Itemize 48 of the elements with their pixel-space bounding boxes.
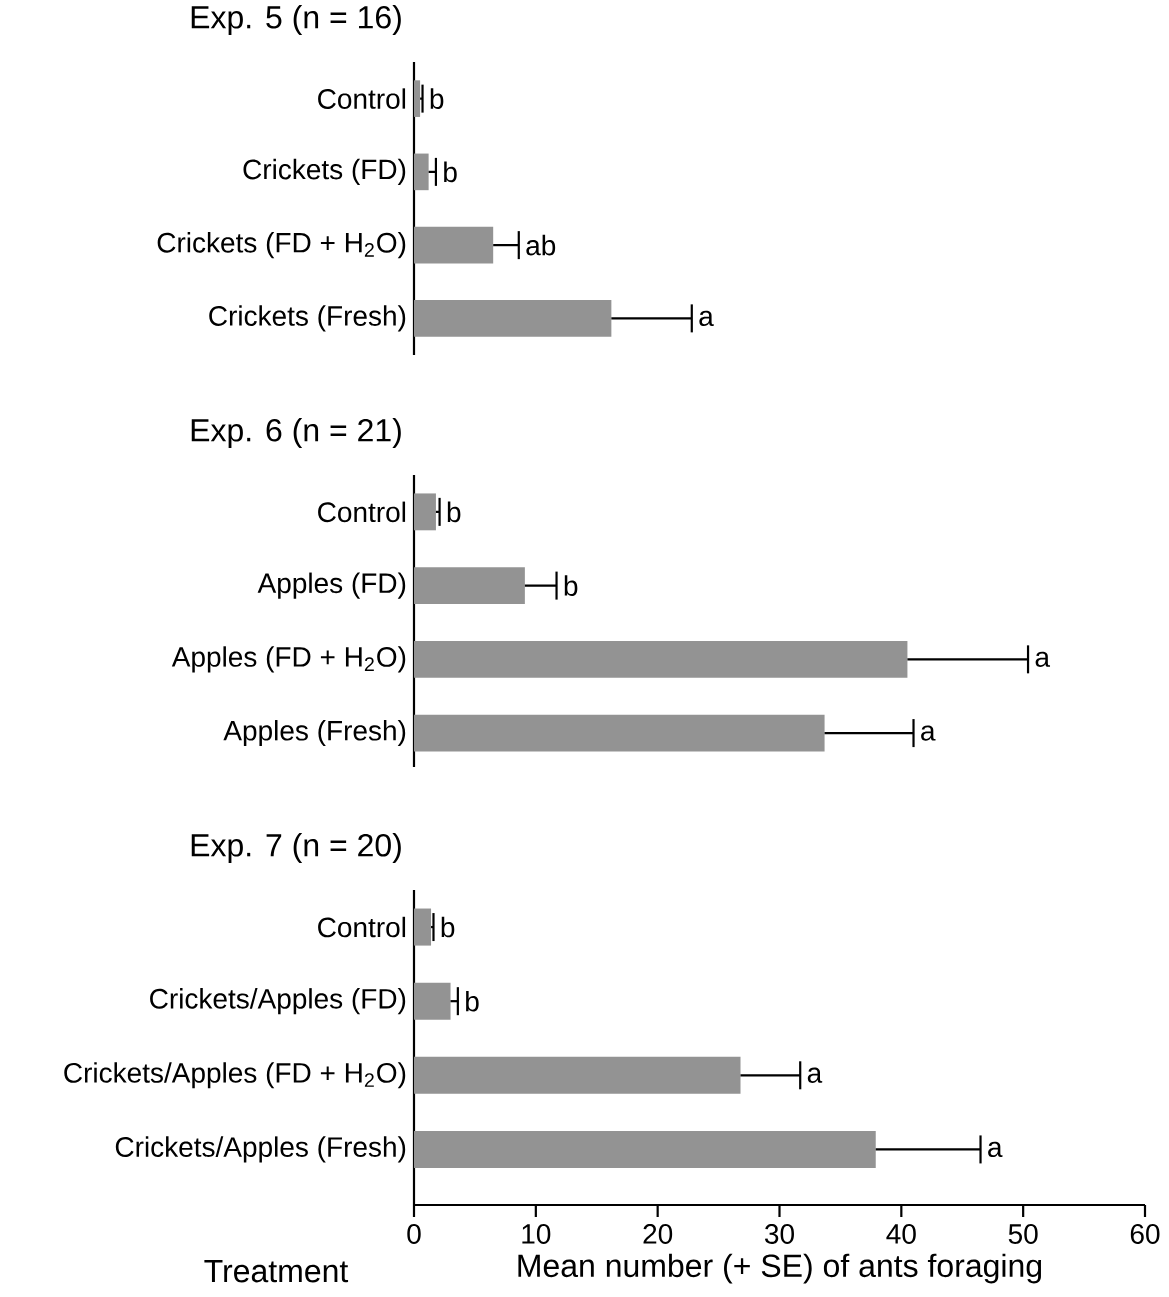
y-tick-label: Apples (FD + H$_{2}$O): [171, 646, 406, 673]
chart-title: Exp. 6 (n = 21): [191, 418, 401, 448]
bar: [414, 567, 525, 605]
y-tick-label: Crickets (FD + H$_{2}$O): [157, 232, 406, 259]
chart-title: Exp. 7 (n = 20): [191, 833, 401, 863]
x-axis-title: Mean number (+ SE) of ants foraging: [518, 1253, 1042, 1284]
y-tick-label: Crickets/Apples (FD + H$_{2}$O): [64, 1062, 406, 1089]
annotation: ab: [526, 234, 556, 256]
y-tick-label: Apples (FD): [257, 572, 406, 599]
annotation: a: [921, 725, 936, 741]
bar: [414, 982, 451, 1020]
y-tick-label: Control: [318, 501, 406, 523]
annotation: b: [564, 575, 578, 596]
y-tick-label: Crickets (Fresh): [209, 305, 406, 332]
chart-title: Exp. 5 (n = 16): [191, 5, 401, 35]
bar: [414, 300, 612, 337]
x-tick-label: 50: [1008, 1224, 1038, 1244]
annotation: a: [988, 1141, 1003, 1158]
annotation: b: [441, 916, 455, 938]
bar: [414, 1056, 741, 1094]
y-tick-label: Apples (Fresh): [223, 720, 406, 747]
bar: [414, 80, 421, 117]
x-tick-label: 30: [764, 1224, 794, 1244]
bar: [414, 1130, 876, 1168]
x-tick-label: 60: [1130, 1224, 1160, 1244]
annotation: b: [444, 161, 457, 183]
x-tick-label: 20: [643, 1224, 673, 1244]
annotation: b: [430, 88, 444, 109]
bar: [414, 640, 908, 678]
annotation: b: [447, 501, 461, 523]
y-tick-label: Control: [318, 916, 406, 938]
y-tick-label: Crickets (FD): [243, 158, 406, 185]
annotation: b: [466, 990, 479, 1012]
x-tick-label: 0: [407, 1224, 421, 1244]
annotation: a: [699, 310, 714, 327]
bar: [414, 153, 429, 191]
bar: [414, 226, 494, 264]
x-tick-label: 10: [522, 1224, 551, 1244]
y-tick-label: Crickets/Apples (FD): [150, 988, 406, 1015]
y-tick-label: Control: [318, 88, 406, 109]
bar: [414, 908, 432, 946]
bar: [414, 493, 436, 531]
annotation: a: [807, 1067, 823, 1083]
y-axis-title: Treatment: [204, 1260, 349, 1283]
x-tick-label: 40: [886, 1224, 916, 1244]
bar: [414, 714, 825, 752]
annotation: a: [1035, 651, 1051, 668]
y-tick-label: Crickets/Apples (Fresh): [115, 1136, 406, 1163]
